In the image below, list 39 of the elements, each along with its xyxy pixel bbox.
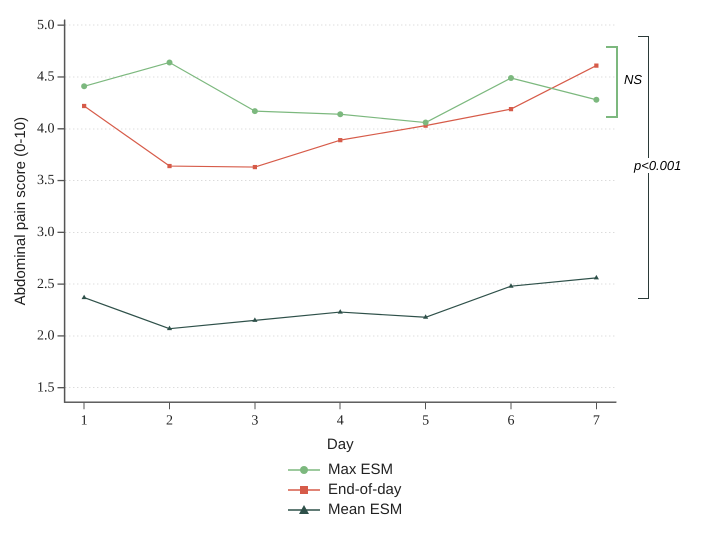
- legend-label: Mean ESM: [328, 501, 402, 518]
- point: [594, 63, 598, 68]
- x-tick-label: 5: [422, 413, 430, 428]
- x-axis-title: Day: [326, 436, 354, 454]
- legend-label: End-of-day: [328, 481, 402, 498]
- y-tick-label: 2.5: [37, 276, 54, 292]
- point: [338, 138, 342, 142]
- point: [252, 108, 258, 114]
- y-tick-label: 3.5: [37, 173, 54, 188]
- y-tick-label: 1.5: [37, 380, 54, 396]
- y-tick-label: 4.5: [37, 70, 54, 85]
- y-axis-title: Abdominal pain score (0-10): [12, 116, 30, 306]
- x-tick-label: 2: [166, 413, 174, 428]
- point: [337, 111, 344, 118]
- legend-label: Max ESM: [328, 461, 394, 478]
- point: [508, 75, 514, 82]
- point: [252, 317, 258, 322]
- point: [338, 309, 343, 314]
- y-tick-label: 4.0: [37, 121, 54, 136]
- point: [422, 120, 429, 126]
- x-tick-label: 6: [507, 413, 514, 428]
- text: NS: [624, 72, 642, 87]
- point: [508, 283, 514, 288]
- point: [82, 104, 86, 108]
- y-tick-label: 3.0: [37, 225, 54, 240]
- x-tick-label: 3: [251, 413, 258, 428]
- x-tick-label: 7: [592, 413, 600, 428]
- x-tick-label: 1: [80, 413, 88, 428]
- point: [594, 274, 599, 280]
- point: [81, 83, 88, 90]
- point: [166, 326, 172, 330]
- y-tick-label: 2.0: [37, 328, 54, 344]
- point: [423, 314, 428, 319]
- point: [593, 96, 600, 103]
- point: [82, 294, 87, 300]
- y-tick-label: 5.0: [37, 18, 54, 33]
- x-tick-label: 4: [336, 413, 344, 428]
- point: [166, 59, 173, 66]
- text: p<0.001: [634, 158, 682, 173]
